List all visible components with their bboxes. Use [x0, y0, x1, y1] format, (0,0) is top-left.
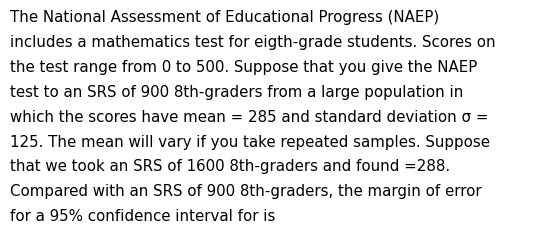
Text: which the scores have mean = 285 and standard deviation σ =: which the scores have mean = 285 and sta…: [10, 109, 489, 124]
Text: includes a mathematics test for eigth-grade students. Scores on: includes a mathematics test for eigth-gr…: [10, 35, 496, 50]
Text: 125. The mean will vary if you take repeated samples. Suppose: 125. The mean will vary if you take repe…: [10, 134, 490, 149]
Text: the test range from 0 to 500. Suppose that you give the NAEP: the test range from 0 to 500. Suppose th…: [10, 60, 477, 75]
Text: The National Assessment of Educational Progress (NAEP): The National Assessment of Educational P…: [10, 10, 439, 25]
Text: Compared with an SRS of 900 8th-graders, the margin of error: Compared with an SRS of 900 8th-graders,…: [10, 183, 482, 198]
Text: that we took an SRS of 1600 8th-graders and found =288.: that we took an SRS of 1600 8th-graders …: [10, 159, 450, 174]
Text: for a 95% confidence interval for is: for a 95% confidence interval for is: [10, 208, 276, 223]
Text: test to an SRS of 900 8th-graders from a large population in: test to an SRS of 900 8th-graders from a…: [10, 85, 463, 99]
